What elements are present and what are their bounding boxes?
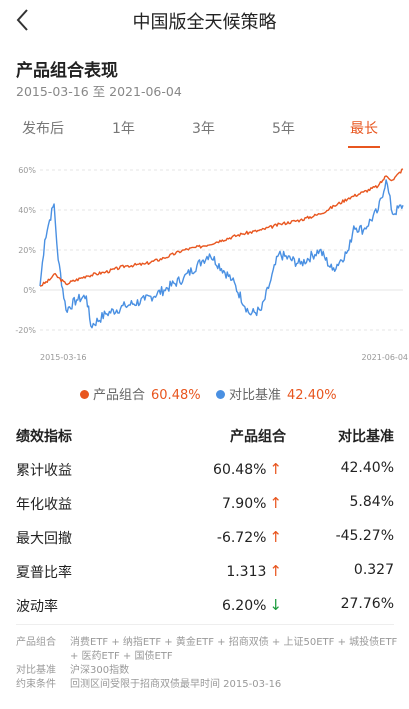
benchmark-value: 27.76% xyxy=(340,596,394,612)
divider xyxy=(16,624,394,625)
x-tick-label: 2015-03-16 xyxy=(40,353,87,362)
legend-benchmark-value: 42.40% xyxy=(287,388,337,403)
note-constraint: 约束条件 回测区间受限于招商双债最早时间 2015-03-16 xyxy=(16,678,401,692)
arrow-up-icon: ↑ xyxy=(269,494,282,512)
arrow-up-icon: ↑ xyxy=(269,562,282,580)
portfolio-value: 1.313 ↑ xyxy=(226,562,282,580)
legend-benchmark-name: 对比基准 xyxy=(229,388,282,403)
chart-legend: 产品组合 60.48% 对比基准 42.40% xyxy=(0,384,409,403)
metric-label: 最大回撤 xyxy=(16,531,72,547)
performance-chart[interactable]: 60% 40% 20% 0% -20% 2015-03-16 2021-06-04 xyxy=(0,150,409,372)
portfolio-series-line xyxy=(39,168,404,287)
arrow-down-icon: ↓ xyxy=(269,596,282,614)
table-row: 波动率 6.20% ↓ 27.76% xyxy=(16,588,396,622)
table-row: 夏普比率 1.313 ↑ 0.327 xyxy=(16,554,396,588)
note-value: 消费ETF + 纳指ETF + 黄金ETF + 招商双债 + 上证50ETF +… xyxy=(70,637,398,662)
y-tick-label: 40% xyxy=(18,206,36,215)
y-tick-label: 20% xyxy=(18,246,36,255)
header-portfolio: 产品组合 xyxy=(230,429,286,445)
portfolio-value: -6.72% ↑ xyxy=(217,528,282,546)
portfolio-value-text: 6.20% xyxy=(221,598,267,614)
table-header-row: 绩效指标 产品组合 对比基准 xyxy=(16,418,396,452)
benchmark-value: 0.327 xyxy=(353,562,394,578)
tab-3-year[interactable]: 3年 xyxy=(192,121,215,137)
metric-label: 年化收益 xyxy=(16,497,72,513)
arrow-up-icon: ↑ xyxy=(269,460,282,478)
page-title: 中国版全天候策略 xyxy=(132,12,277,33)
portfolio-value: 7.90% ↑ xyxy=(222,494,282,512)
date-start: 2015-03-16 xyxy=(16,84,89,99)
y-tick-label: 60% xyxy=(18,166,36,175)
x-tick-label: 2021-06-04 xyxy=(362,353,409,362)
section-title: 产品组合表现 xyxy=(16,61,118,81)
portfolio-value-text: 7.90% xyxy=(221,496,267,512)
note-portfolio: 产品组合 消费ETF + 纳指ETF + 黄金ETF + 招商双债 + 上证50… xyxy=(16,636,401,664)
active-tab-indicator xyxy=(348,146,380,148)
period-tabs: 发布后 1年 3年 5年 最长 xyxy=(0,118,409,140)
back-arrow-icon[interactable] xyxy=(10,6,38,34)
notes-section: 产品组合 消费ETF + 纳指ETF + 黄金ETF + 招商双债 + 上证50… xyxy=(16,636,401,692)
legend-portfolio-value: 60.48% xyxy=(151,388,201,403)
note-benchmark: 对比基准 沪深300指数 xyxy=(16,664,401,678)
date-connector: 至 xyxy=(92,84,106,99)
app-header: 中国版全天候策略 xyxy=(0,0,409,40)
table-row: 最大回撤 -6.72% ↑ -45.27% xyxy=(16,520,396,554)
note-label: 产品组合 xyxy=(16,637,56,648)
portfolio-value-text: 1.313 xyxy=(226,564,267,580)
note-label: 对比基准 xyxy=(16,665,56,676)
y-tick-label: -20% xyxy=(15,326,36,335)
legend-item-benchmark: 对比基准 42.40% xyxy=(216,384,337,403)
portfolio-value-text: -6.72% xyxy=(216,530,267,546)
note-label: 约束条件 xyxy=(16,679,56,690)
table-row: 年化收益 7.90% ↑ 5.84% xyxy=(16,486,396,520)
portfolio-value: 6.20% ↓ xyxy=(222,596,282,614)
tab-1-year[interactable]: 1年 xyxy=(112,121,135,137)
tab-longest[interactable]: 最长 xyxy=(350,121,378,137)
legend-portfolio-name: 产品组合 xyxy=(93,388,146,403)
legend-item-portfolio: 产品组合 60.48% xyxy=(80,384,201,403)
portfolio-dot-icon xyxy=(80,390,89,399)
header-benchmark: 对比基准 xyxy=(338,429,394,445)
note-value: 回测区间受限于招商双债最早时间 2015-03-16 xyxy=(70,679,282,690)
tab-since-launch[interactable]: 发布后 xyxy=(22,121,64,137)
arrow-up-icon: ↑ xyxy=(269,528,282,546)
note-value: 沪深300指数 xyxy=(70,665,130,676)
tab-5-year[interactable]: 5年 xyxy=(272,121,295,137)
portfolio-value: 60.48% ↑ xyxy=(213,460,282,478)
benchmark-value: 42.40% xyxy=(340,460,394,476)
table-row: 累计收益 60.48% ↑ 42.40% xyxy=(16,452,396,486)
header-metric: 绩效指标 xyxy=(16,429,72,445)
metric-label: 波动率 xyxy=(16,599,58,615)
date-range: 2015-03-16 至 2021-06-04 xyxy=(16,81,182,100)
portfolio-value-text: 60.48% xyxy=(213,462,267,478)
date-end: 2021-06-04 xyxy=(109,84,182,99)
performance-table: 绩效指标 产品组合 对比基准 累计收益 60.48% ↑ 42.40% 年化收益 … xyxy=(16,418,396,622)
benchmark-value: -45.27% xyxy=(335,528,394,544)
benchmark-series-line xyxy=(39,179,404,329)
metric-label: 累计收益 xyxy=(16,463,72,479)
benchmark-dot-icon xyxy=(216,390,225,399)
metric-label: 夏普比率 xyxy=(16,565,72,581)
y-tick-label: 0% xyxy=(23,286,36,295)
benchmark-value: 5.84% xyxy=(349,494,394,510)
